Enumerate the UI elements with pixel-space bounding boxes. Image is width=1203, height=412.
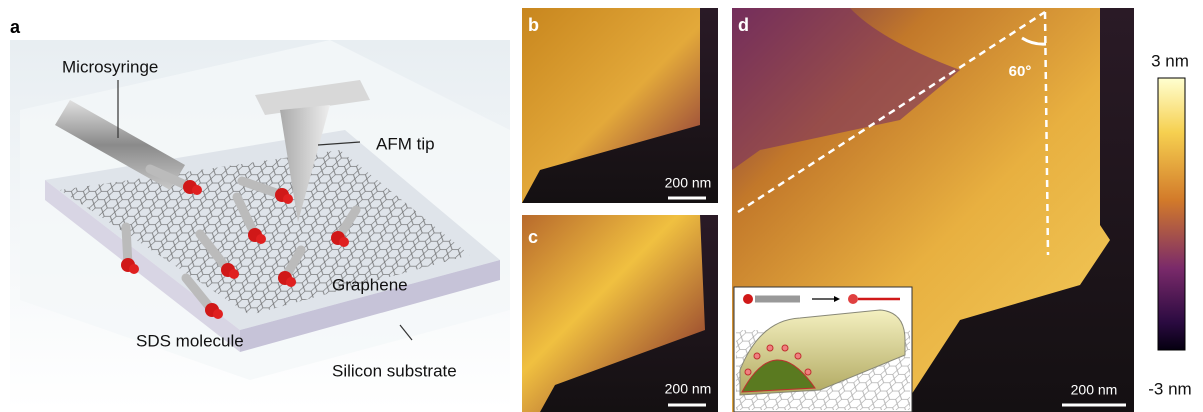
panel-a: a Microsyringe AFM tip Graphene SDS mole…	[10, 17, 510, 410]
colorbar-gradient	[1158, 78, 1185, 350]
panel-label: b	[528, 15, 539, 35]
label-graphene: Graphene	[332, 275, 408, 294]
colorbar: 3 nm -3 nm	[1148, 51, 1191, 398]
scale-label: 200 nm	[665, 381, 712, 397]
angle-label: 60°	[1009, 63, 1032, 80]
label-afm-tip: AFM tip	[376, 134, 435, 153]
panel-d: 60° d 200 nm	[732, 8, 1134, 412]
panel-b: b 200 nm	[522, 8, 718, 203]
panel-c: c 200 nm	[522, 215, 718, 412]
panel-label: d	[738, 15, 749, 35]
inset	[734, 287, 912, 412]
colorbar-max: 3 nm	[1151, 51, 1189, 70]
panel-label: a	[10, 17, 21, 37]
label-microsyringe: Microsyringe	[62, 57, 158, 76]
colorbar-min: -3 nm	[1148, 379, 1191, 398]
icon	[848, 294, 858, 304]
page: a Microsyringe AFM tip Graphene SDS mole…	[0, 0, 1203, 412]
label-sds: SDS molecule	[136, 331, 244, 350]
icon	[743, 294, 753, 304]
scale-label: 200 nm	[665, 175, 712, 191]
label-substrate: Silicon substrate	[332, 361, 457, 380]
scale-label: 200 nm	[1071, 382, 1118, 398]
figure: a Microsyringe AFM tip Graphene SDS mole…	[0, 0, 1203, 412]
panel-label: c	[528, 227, 538, 247]
